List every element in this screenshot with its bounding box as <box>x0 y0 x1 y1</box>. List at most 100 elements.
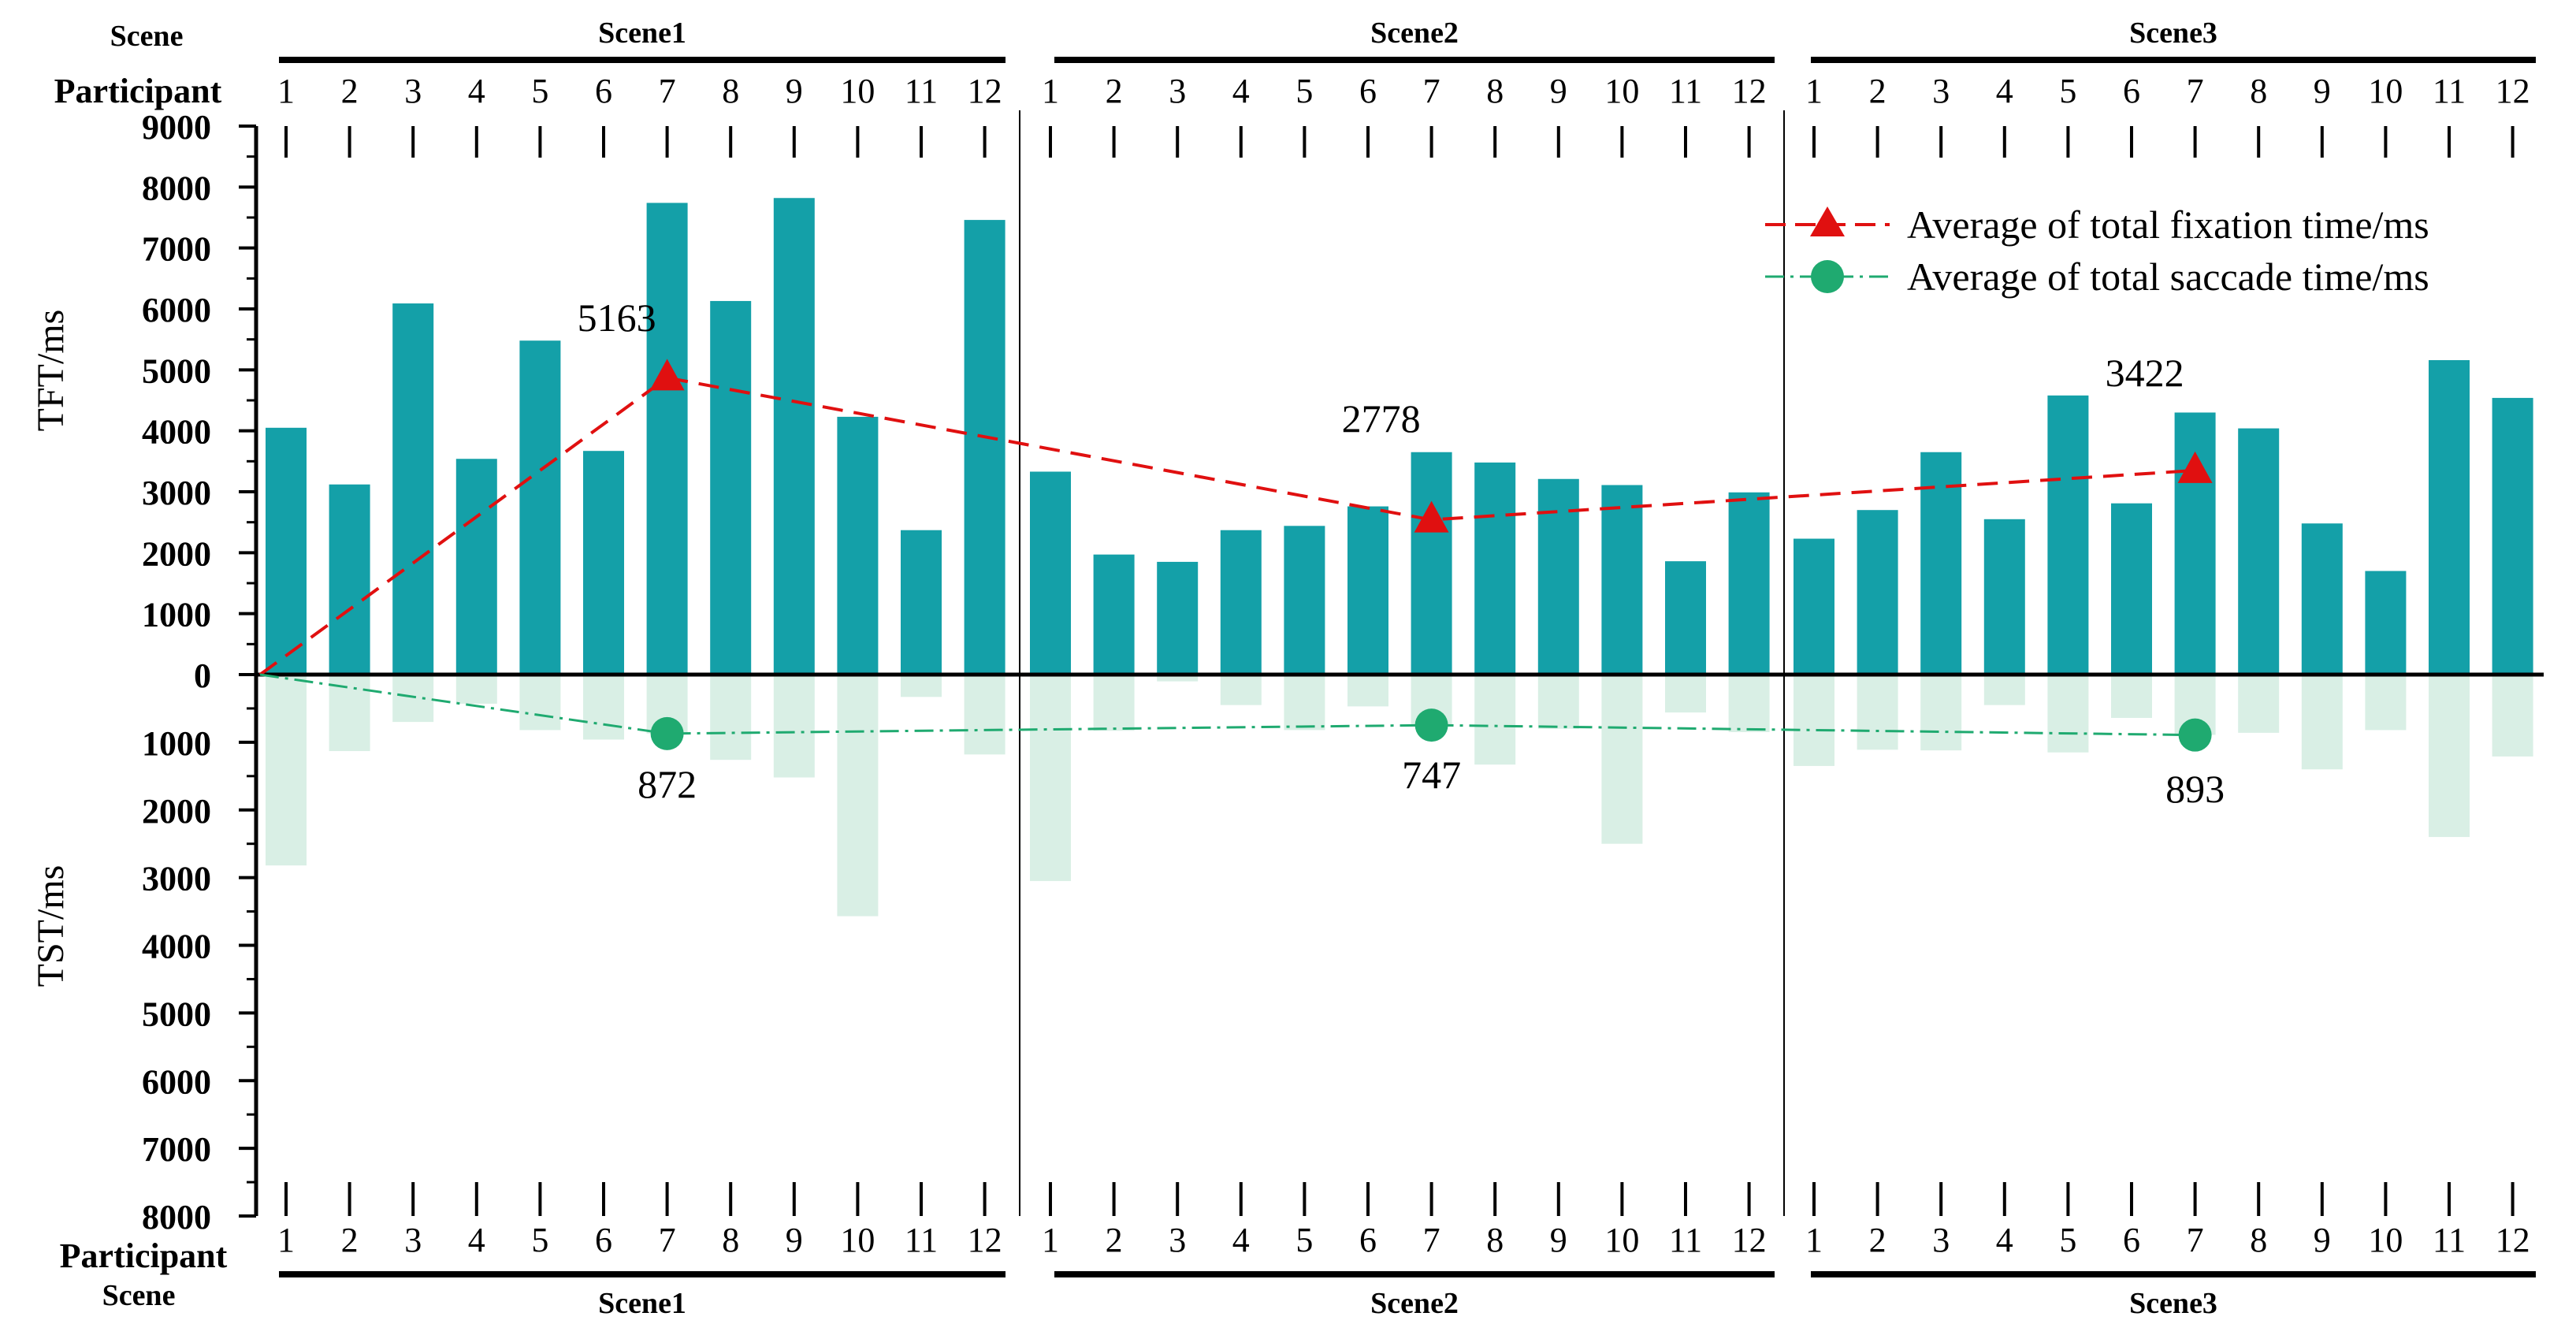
tst-bar <box>1157 675 1199 682</box>
scene-label-top: Scene3 <box>2129 17 2217 50</box>
participant-label-top: 10 <box>1604 72 1639 110</box>
tst-bar <box>1601 675 1643 844</box>
y-tick-label-top: 2000 <box>142 534 211 573</box>
tft-bar <box>2301 523 2343 675</box>
scene-header-top: Scene <box>110 20 184 53</box>
participant-label-bottom: 1 <box>1805 1221 1823 1259</box>
tst-bar <box>392 675 434 723</box>
tft-bar <box>1347 506 1388 675</box>
tst-bar <box>1857 675 1898 750</box>
tft-bar <box>1794 538 1834 675</box>
participant-label-top: 3 <box>1169 72 1186 110</box>
participant-label-top: 6 <box>2123 72 2140 110</box>
participant-label-top: 7 <box>1423 72 1440 110</box>
participant-label-bottom: 5 <box>1295 1221 1313 1259</box>
participant-label-bottom: 9 <box>2314 1221 2331 1259</box>
tst-bar <box>901 675 942 697</box>
participant-label-bottom: 3 <box>1169 1221 1186 1259</box>
participant-label-bottom: 5 <box>531 1221 548 1259</box>
participant-label-bottom: 7 <box>1423 1221 1440 1259</box>
average-lines: 5163 2778 3422 872 747 893 <box>258 296 2225 811</box>
participant-label-bottom: 7 <box>2187 1221 2204 1259</box>
saccade-marker <box>2178 718 2212 752</box>
y-tick-label-top: 4000 <box>142 413 211 452</box>
participant-label-top: 1 <box>277 72 295 110</box>
tst-bar <box>266 675 307 866</box>
tft-bar <box>1857 510 1898 675</box>
participant-label-top: 1 <box>1805 72 1823 110</box>
tst-bar <box>2301 675 2343 770</box>
participant-label-top: 9 <box>1550 72 1567 110</box>
tst-bar <box>964 675 1005 755</box>
tst-bar <box>329 675 370 752</box>
participant-label-top: 2 <box>1869 72 1886 110</box>
scene-label-bottom: Scene2 <box>1370 1287 1459 1320</box>
participant-label-top: 8 <box>2250 72 2267 110</box>
participant-label-bottom: 2 <box>341 1221 359 1259</box>
y-tick-label-top: 8000 <box>142 169 211 207</box>
fixation-value-label: 5163 <box>578 296 656 340</box>
participant-label-bottom: 10 <box>1604 1221 1639 1259</box>
tst-bar <box>1347 675 1388 707</box>
participant-label-bottom: 10 <box>2368 1221 2403 1259</box>
participant-label-bottom: 6 <box>2123 1221 2140 1259</box>
fixation-marker <box>2177 451 2213 483</box>
legend: Average of total fixation time/ms Average… <box>1765 203 2429 299</box>
tft-bar <box>1411 452 1452 675</box>
participant-label-top: 12 <box>1732 72 1767 110</box>
tft-bar <box>2429 359 2470 675</box>
participant-header-top: Participant <box>54 72 222 110</box>
tst-bar <box>2047 675 2089 753</box>
tst-bar <box>1728 675 1770 732</box>
participant-label-bottom: 8 <box>722 1221 739 1259</box>
participant-label-bottom: 12 <box>2496 1221 2530 1259</box>
tft-bar <box>2492 397 2533 675</box>
tft-bars <box>266 198 2533 675</box>
tst-bar <box>1030 675 1071 881</box>
scene-label-top: Scene2 <box>1370 17 1459 50</box>
participant-label-top: 12 <box>968 72 1002 110</box>
tft-bar <box>710 300 752 675</box>
participant-label-bottom: 2 <box>1869 1221 1886 1259</box>
participant-label-top: 5 <box>531 72 548 110</box>
legend-fixation-label: Average of total fixation time/ms <box>1907 203 2429 247</box>
participant-label-top: 11 <box>1669 72 1702 110</box>
participant-label-top: 4 <box>1232 72 1250 110</box>
tft-bar <box>392 303 434 675</box>
participant-label-top: 9 <box>2314 72 2331 110</box>
tst-bar <box>1284 675 1325 731</box>
participant-label-top: 7 <box>659 72 676 110</box>
fixation-marker <box>1414 500 1449 533</box>
participant-label-bottom: 9 <box>1550 1221 1567 1259</box>
participant-label-top: 11 <box>905 72 938 110</box>
tft-bar <box>1728 492 1770 675</box>
tst-bar <box>1983 675 2025 705</box>
y-tick-label-bottom: 1000 <box>142 724 211 763</box>
tft-bar <box>2238 428 2280 675</box>
tst-bar <box>773 675 815 778</box>
participant-label-bottom: 12 <box>968 1221 1002 1259</box>
tft-bar <box>1665 561 1706 675</box>
y-tick-label-bottom: 5000 <box>142 995 211 1033</box>
tft-bar <box>1220 530 1262 675</box>
participant-label-top: 6 <box>1359 72 1377 110</box>
participant-label-top: 2 <box>341 72 359 110</box>
participant-label-bottom: 8 <box>2250 1221 2267 1259</box>
y-tick-label-top: 9000 <box>142 108 211 147</box>
y-tick-label-top: 1000 <box>142 596 211 634</box>
tft-bar <box>1601 485 1643 675</box>
tst-bar <box>2429 675 2470 838</box>
participant-label-bottom: 6 <box>1359 1221 1377 1259</box>
tst-bar <box>2365 675 2407 731</box>
tst-bar <box>2111 675 2152 718</box>
participant-label-top: 8 <box>1486 72 1504 110</box>
tft-bar <box>583 451 624 675</box>
tst-bar <box>519 675 561 731</box>
tst-bar <box>1665 675 1706 713</box>
participant-label-bottom: 9 <box>786 1221 803 1259</box>
legend-fixation-marker <box>1810 206 1845 236</box>
participant-label-bottom: 2 <box>1106 1221 1123 1259</box>
tft-bar <box>1284 526 1325 675</box>
participant-label-top: 9 <box>786 72 803 110</box>
